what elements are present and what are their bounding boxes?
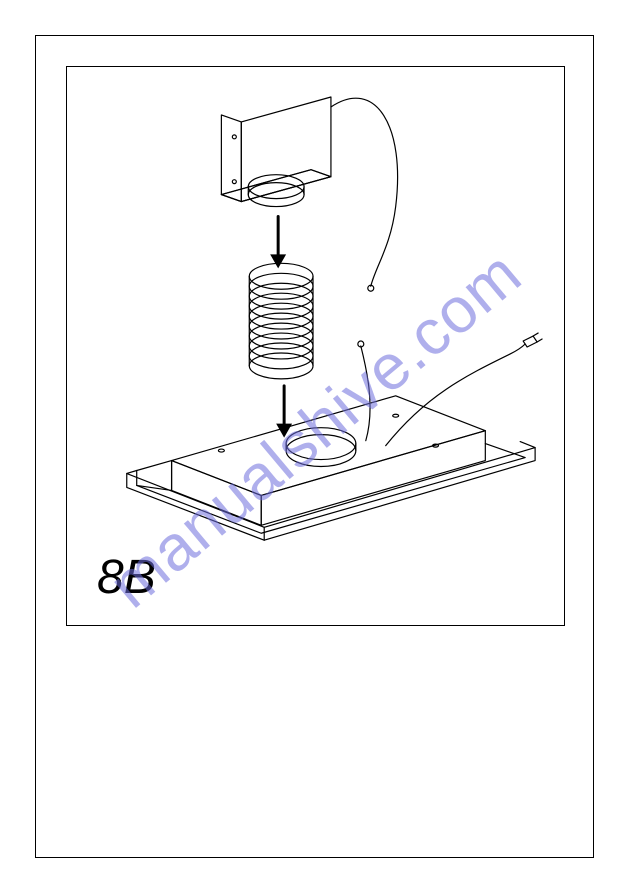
- top-box: [221, 97, 397, 291]
- base-unit: [127, 333, 542, 540]
- diagram-frame: 8B: [66, 66, 565, 626]
- arrow-top: [270, 217, 286, 269]
- assembly-diagram: [67, 67, 564, 625]
- page-frame: 8B: [35, 35, 594, 858]
- step-label: 8B: [97, 550, 156, 605]
- flex-duct: [249, 263, 313, 379]
